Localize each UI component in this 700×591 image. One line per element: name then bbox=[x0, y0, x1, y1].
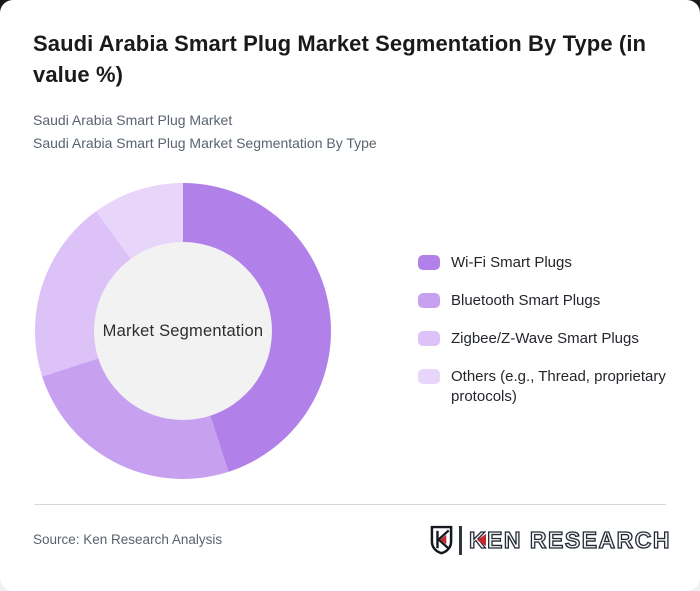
legend-label: Wi-Fi Smart Plugs bbox=[451, 254, 572, 271]
logo-separator bbox=[459, 525, 462, 555]
donut-center: Market Segmentation bbox=[94, 242, 272, 420]
ken-research-logo: KEN RESEARCH bbox=[430, 523, 671, 557]
logo-red-triangle-icon bbox=[476, 534, 486, 546]
legend-item: Zigbee/Z-Wave Smart Plugs bbox=[418, 329, 673, 349]
legend-item: Others (e.g., Thread, proprietary protoc… bbox=[418, 367, 673, 407]
subtitle-line-2: Saudi Arabia Smart Plug Market Segmentat… bbox=[33, 135, 377, 151]
legend-label: Zigbee/Z-Wave Smart Plugs bbox=[451, 330, 639, 347]
page-title: Saudi Arabia Smart Plug Market Segmentat… bbox=[33, 31, 647, 87]
legend-swatch bbox=[418, 293, 440, 308]
legend-item: Wi-Fi Smart Plugs bbox=[418, 253, 673, 273]
logo-brand-label: KEN RESEARCH bbox=[468, 526, 671, 553]
logo-brand-text: KEN RESEARCH bbox=[468, 525, 671, 555]
legend-item: Bluetooth Smart Plugs bbox=[418, 291, 673, 311]
donut-chart: Market Segmentation bbox=[35, 183, 331, 479]
chart-legend: Wi-Fi Smart Plugs Bluetooth Smart Plugs … bbox=[418, 253, 673, 425]
source-text: Source: Ken Research Analysis bbox=[33, 532, 223, 547]
legend-swatch bbox=[418, 331, 440, 346]
donut-center-label: Market Segmentation bbox=[102, 321, 264, 340]
legend-label: Bluetooth Smart Plugs bbox=[451, 292, 601, 309]
ken-research-shield-icon bbox=[431, 525, 453, 555]
footer-divider bbox=[34, 504, 666, 505]
subtitle-line-1: Saudi Arabia Smart Plug Market bbox=[33, 112, 233, 128]
legend-label: Others (e.g., Thread, proprietary protoc… bbox=[451, 368, 666, 405]
legend-swatch bbox=[418, 255, 440, 270]
legend-swatch bbox=[418, 369, 440, 384]
